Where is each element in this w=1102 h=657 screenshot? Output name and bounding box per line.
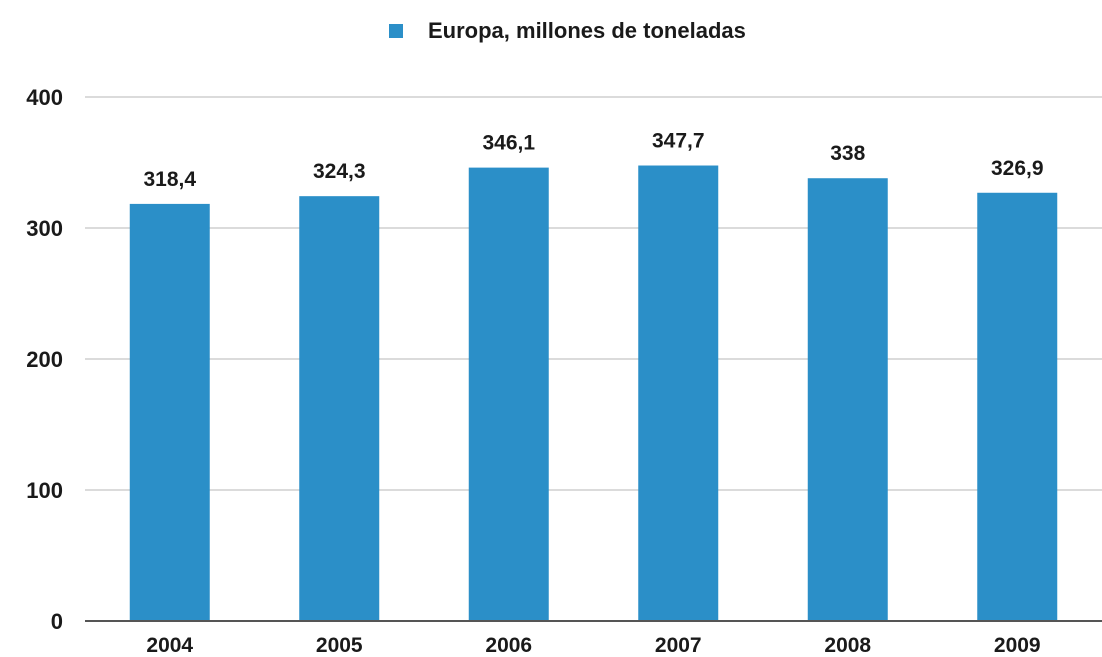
y-axis-ticks: 0 100 200 300 400 — [26, 85, 63, 634]
x-tick-label: 2004 — [146, 634, 193, 657]
y-tick-label: 300 — [26, 216, 63, 241]
y-tick-label: 200 — [26, 347, 63, 372]
x-tick-label: 2005 — [316, 634, 363, 657]
legend-label: Europa, millones de toneladas — [428, 18, 746, 43]
data-label: 324,3 — [313, 160, 366, 183]
bar — [129, 203, 210, 621]
bars — [129, 165, 1058, 622]
bar — [977, 192, 1058, 622]
bar — [299, 196, 380, 622]
data-label: 338 — [830, 142, 865, 165]
x-tick-label: 2006 — [485, 634, 532, 657]
data-label: 347,7 — [652, 130, 705, 153]
data-label: 346,1 — [482, 132, 535, 155]
gridlines — [85, 96, 1102, 491]
y-tick-label: 0 — [51, 609, 63, 634]
bar — [638, 165, 719, 621]
legend-swatch — [389, 24, 403, 38]
y-tick-label: 100 — [26, 478, 63, 503]
x-axis-labels: 2004 2005 2006 2007 2008 2009 — [146, 634, 1040, 657]
data-label: 326,9 — [991, 157, 1044, 180]
y-tick-label: 400 — [26, 85, 63, 110]
x-tick-label: 2009 — [994, 634, 1041, 657]
data-labels: 318,4 324,3 346,1 347,7 338 326,9 — [143, 130, 1043, 191]
bar — [468, 167, 549, 621]
x-tick-label: 2008 — [824, 634, 871, 657]
legend: Europa, millones de toneladas — [389, 18, 746, 43]
data-label: 318,4 — [143, 168, 196, 191]
bar — [807, 178, 888, 621]
x-tick-label: 2007 — [655, 634, 702, 657]
